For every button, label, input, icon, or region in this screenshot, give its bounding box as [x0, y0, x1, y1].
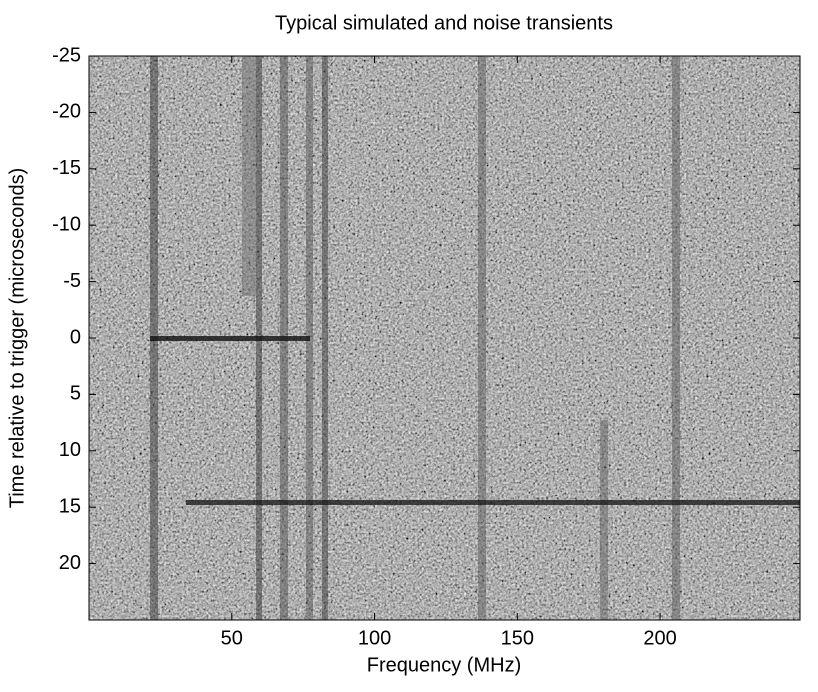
x-axis-label: Frequency (MHz)	[367, 654, 521, 676]
y-axis-label: Time relative to trigger (microseconds)	[6, 168, 28, 508]
x-tick-label: 100	[358, 627, 391, 649]
y-tick-label: -25	[52, 44, 81, 66]
y-tick-label: -5	[63, 270, 81, 292]
transient	[186, 500, 800, 505]
y-tick-label: -20	[52, 101, 81, 123]
x-tick-label: 50	[221, 627, 243, 649]
y-tick-label: 15	[59, 495, 81, 517]
chart-title: Typical simulated and noise transients	[275, 12, 613, 34]
x-tick-label: 150	[501, 627, 534, 649]
x-tick-label: 200	[643, 627, 676, 649]
transient	[150, 336, 310, 341]
y-tick-label: -15	[52, 157, 81, 179]
y-tick-label: 5	[70, 383, 81, 405]
y-tick-label: 10	[59, 439, 81, 461]
y-tick-label: -10	[52, 213, 81, 235]
y-tick-label: 0	[70, 326, 81, 348]
spectrogram	[89, 56, 800, 620]
y-tick-label: 20	[59, 552, 81, 574]
